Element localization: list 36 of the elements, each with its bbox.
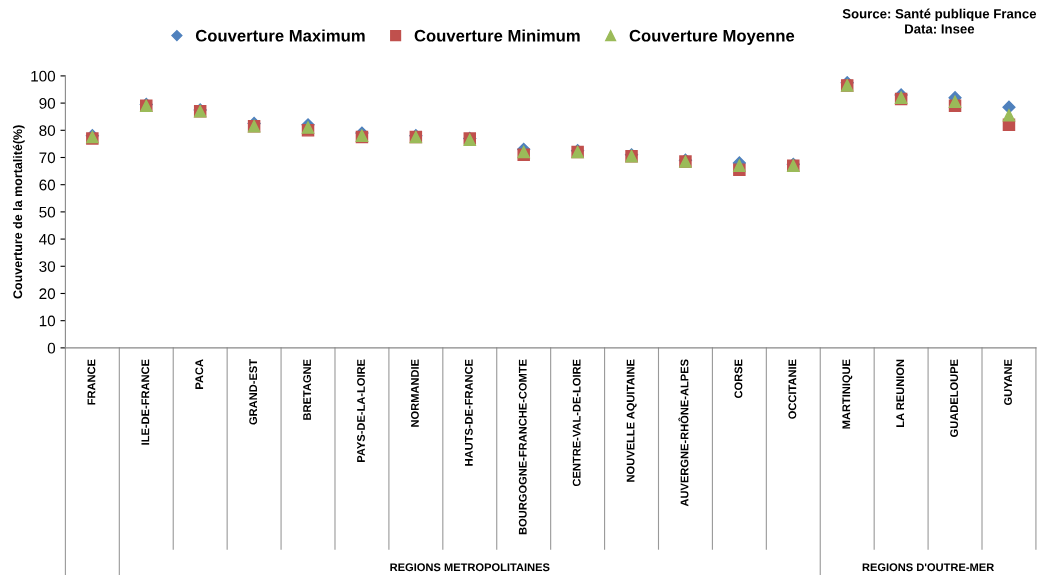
x-tick-label: AUVERGNE-RHÔNE-ALPES bbox=[678, 359, 689, 507]
x-tick-label: GRAND-EST bbox=[249, 359, 258, 425]
y-tick-label: 20 bbox=[39, 288, 56, 300]
x-tick-label: ILE-DE-FRANCE bbox=[141, 359, 150, 445]
source-note: Source: Santé publique France Data: Insee bbox=[842, 8, 1037, 34]
x-tick-label: CORSE bbox=[734, 359, 743, 399]
y-tick-label: 80 bbox=[39, 125, 56, 136]
y-tick-label: 10 bbox=[39, 315, 56, 327]
y-axis-title: Couverture de la mortalité(%) bbox=[12, 125, 25, 299]
y-tick-label: 30 bbox=[39, 261, 56, 272]
y-tick-label: 90 bbox=[39, 97, 56, 109]
x-tick-label: LA REUNION bbox=[896, 359, 905, 427]
x-tick-label: PACA bbox=[195, 359, 204, 389]
text: REGIONS D'OUTRE-MER bbox=[862, 563, 994, 572]
x-tick-label: HAUTS-DE-FRANCE bbox=[464, 359, 473, 466]
y-tick-label: 70 bbox=[39, 152, 56, 164]
x-tick-label: MARTINIQUE bbox=[842, 359, 853, 429]
x-tick-label: GUYANE bbox=[1004, 359, 1012, 406]
x-tick-label: OCCITANIE bbox=[788, 359, 797, 419]
x-tick-label: NORMANDIE bbox=[410, 359, 419, 427]
y-tick-label: 40 bbox=[39, 233, 56, 245]
y-tick-label: 50 bbox=[39, 206, 56, 218]
x-tick-label: BRETAGNE bbox=[303, 359, 312, 420]
x-tick-label: BOURGOGNE-FRANCHE-COMTE bbox=[518, 359, 527, 535]
legend-label: Couverture Minimum bbox=[414, 29, 580, 42]
text: REGIONS METROPOLITAINES bbox=[390, 563, 550, 572]
y-tick-label: 60 bbox=[39, 179, 56, 191]
x-tick-label: FRANCE bbox=[87, 359, 96, 405]
y-tick-label: 100 bbox=[31, 70, 56, 82]
x-tick-label: GUADELOUPE bbox=[950, 359, 959, 437]
y-tick-label: 0 bbox=[47, 342, 56, 354]
legend-label: Couverture Moyenne bbox=[629, 29, 795, 45]
legend-label: Couverture Maximum bbox=[195, 29, 365, 42]
x-tick-label: PAYS-DE-LA-LOIRE bbox=[357, 359, 365, 462]
x-tick-label: CENTRE-VAL-DE-LOIRE bbox=[572, 359, 581, 487]
x-tick-label: NOUVELLE AQUITAINE bbox=[626, 359, 637, 482]
